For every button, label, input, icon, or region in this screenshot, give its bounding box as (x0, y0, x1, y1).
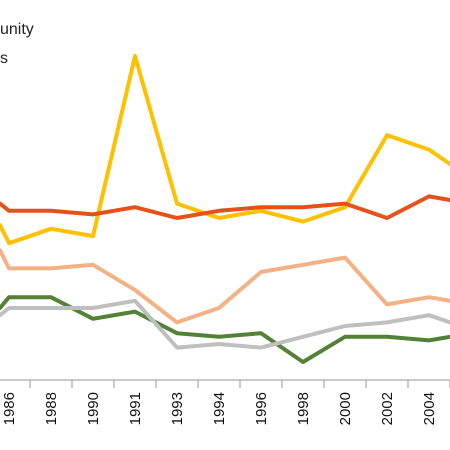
x-tick-label-2000: 2000 (337, 392, 354, 425)
series-layer (0, 54, 450, 364)
x-tick-label-1998: 1998 (295, 392, 312, 425)
series-line-5 (0, 298, 450, 350)
legend-label-2: s (0, 50, 8, 67)
x-tick-label-1994: 1994 (211, 392, 228, 425)
x-tick-label-1986: 1986 (1, 392, 18, 425)
series-line-4 (0, 295, 450, 364)
x-tick-label-2002: 2002 (379, 392, 396, 425)
x-tick-label-1988: 1988 (43, 392, 60, 425)
x-tick-label-1991: 1991 (127, 392, 144, 425)
series-line-3 (0, 248, 450, 325)
x-axis-ticks: 1986 1988 1990 1991 1993 1994 1996 1998 2000 2002… (1, 380, 450, 425)
x-tick-label-1996: 1996 (253, 392, 270, 425)
x-tick-label-1990: 1990 (85, 392, 102, 425)
x-tick-label-1993: 1993 (169, 392, 186, 425)
series-line-2 (0, 194, 450, 220)
series-line-1 (0, 54, 450, 246)
legend-label-1: unity (0, 21, 34, 38)
x-tick-label-2004: 2004 (421, 392, 438, 425)
